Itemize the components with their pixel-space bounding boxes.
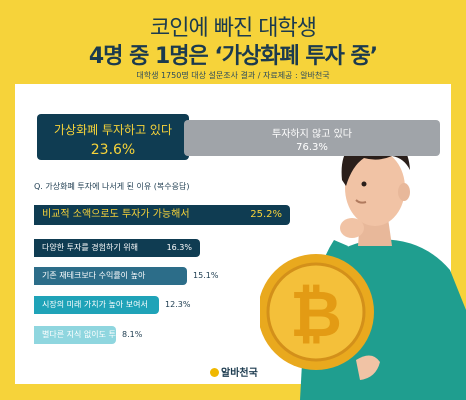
question-label: Q. 가상화폐 투자에 나서게 된 이유 (복수응답) [34, 182, 190, 191]
bar-5: 별다른 지식 없이도 투자할 수 있어서 8.1% [34, 326, 165, 344]
investing-label: 가상화폐 투자하고 있다 [53, 123, 173, 137]
investing-value: 23.6% [90, 142, 136, 158]
title-line-1: 코인에 빠진 대학생 [150, 16, 317, 41]
bar-value-3: 15.1% [193, 271, 219, 280]
bar-value-1: 25.2% [250, 209, 282, 220]
bar-2: 다양한 투자를 경험하기 위해 16.3% [34, 239, 200, 257]
not-investing-label: 투자하지 않고 있다 [272, 129, 352, 140]
bar-4: 시장의 미래 가치가 높아 보여서 12.3% [34, 296, 190, 314]
bar-value-4: 12.3% [165, 300, 191, 309]
bar-label-5: 별다른 지식 없이도 투자할 수 있어서 [42, 330, 166, 339]
brand-logo: 알바천국 [210, 364, 258, 379]
brand-name: 알바천국 [221, 368, 258, 379]
bar-3: 기존 재테크보다 수익률이 높아 15.1% [34, 267, 218, 285]
bar-label-3: 기존 재테크보다 수익률이 높아 [42, 271, 146, 280]
investing-share-card: 가상화폐 투자하고 있다 23.6% [37, 114, 189, 160]
bar-value-2: 16.3% [166, 243, 192, 252]
svg-text:₿: ₿ [290, 278, 342, 352]
title-line-2: 4명 중 1명은 ‘가상화폐 투자 중’ [88, 44, 378, 69]
person-with-bitcoin-illustration: ₿ [260, 137, 466, 400]
bar-1: 비교적 소액으로도 투자가 가능해서 25.2% [34, 205, 290, 225]
bar-label-4: 시장의 미래 가치가 높아 보여서 [42, 300, 148, 309]
bar-value-5: 8.1% [122, 330, 143, 339]
not-investing-value: 76.3% [296, 142, 328, 153]
brand-coin-icon [210, 368, 219, 377]
bar-label-1: 비교적 소액으로도 투자가 가능해서 [42, 209, 190, 220]
not-investing-share-card: 투자하지 않고 있다 76.3% [184, 120, 440, 156]
source-note: 대학생 1750명 대상 설문조사 결과 / 자료제공 : 알바천국 [136, 71, 330, 80]
bar-label-2: 다양한 투자를 경험하기 위해 [42, 243, 138, 252]
